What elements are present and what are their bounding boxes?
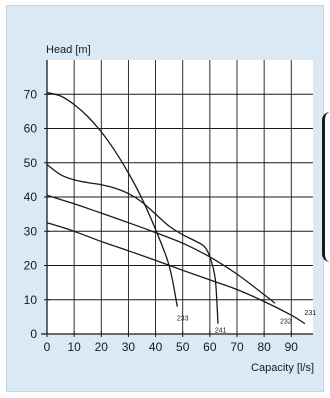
series-line-233 <box>46 91 178 307</box>
curve-label-232: 232 <box>280 319 292 326</box>
y-tick-label: 0 <box>30 327 37 341</box>
x-tick-label: 60 <box>203 340 217 354</box>
x-tick-label: 20 <box>95 340 109 354</box>
y-tick-label: 40 <box>24 190 38 204</box>
x-axis-title: Capacity [l/s] <box>251 362 314 374</box>
y-axis-title: Head [m] <box>46 44 91 56</box>
y-tick-label: 70 <box>24 87 38 101</box>
y-tick-label: 60 <box>24 122 38 136</box>
grid <box>47 60 313 334</box>
x-tick-label: 70 <box>230 340 244 354</box>
curve-label-231: 231 <box>304 310 316 317</box>
tick-labels: 0 10 20 30 40 50 60 70 80 90 0 10 20 30 40 50 60 70 <box>24 87 299 354</box>
x-tick-label: 50 <box>176 340 190 354</box>
curve-label-233: 233 <box>177 315 189 322</box>
y-tick-label: 20 <box>24 259 38 273</box>
y-tick-label: 50 <box>24 156 38 170</box>
x-tick-label: 10 <box>67 340 81 354</box>
series-line-232 <box>46 194 276 304</box>
y-tick-label: 10 <box>24 293 38 307</box>
series-line-231 <box>46 222 306 325</box>
series-line-241 <box>46 163 219 324</box>
x-tick-label: 80 <box>257 340 271 354</box>
edge-decoration <box>322 112 330 262</box>
x-tick-label: 40 <box>149 340 163 354</box>
x-tick-label: 90 <box>285 340 299 354</box>
curve-label-241: 241 <box>215 327 227 334</box>
x-tick-label: 30 <box>122 340 136 354</box>
axes <box>41 60 313 337</box>
x-tick-label: 0 <box>44 340 51 354</box>
curve-labels: 233 241 232 231 <box>177 310 316 334</box>
series-group <box>46 91 306 325</box>
y-tick-label: 30 <box>24 224 38 238</box>
